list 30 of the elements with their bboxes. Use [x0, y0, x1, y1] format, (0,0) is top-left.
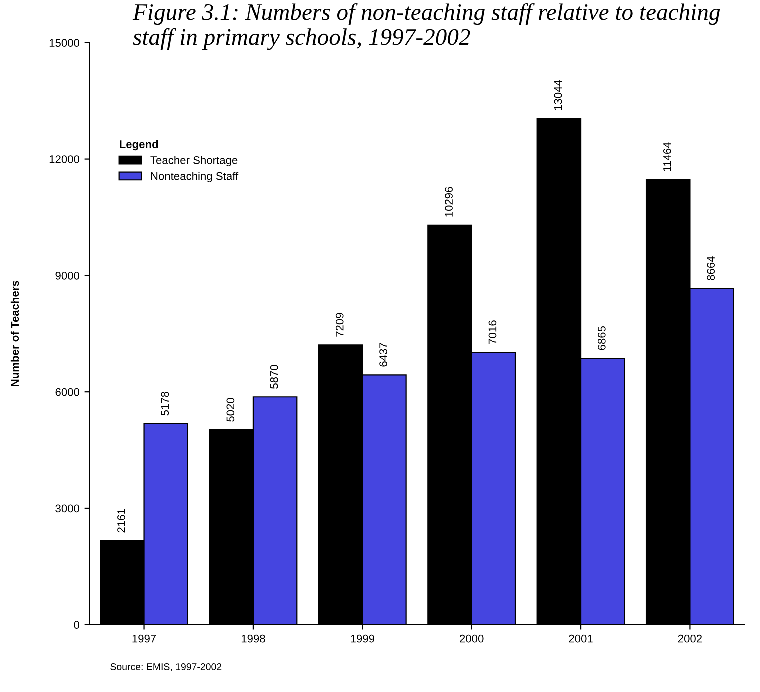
y-tick-label: 15000	[50, 39, 80, 48]
x-tick-label: 2001	[569, 634, 593, 643]
data-label: 10296	[445, 187, 453, 217]
data-label: 5020	[226, 398, 235, 422]
data-label: 11464	[663, 142, 672, 172]
y-axis-title: Number of Teachers	[10, 281, 20, 386]
y-tick-label: 12000	[50, 156, 80, 164]
data-label: 7209	[336, 313, 344, 337]
data-label: 5178	[161, 392, 170, 416]
legend-title: Legend	[120, 140, 158, 151]
x-tick-label: 1999	[351, 634, 374, 643]
chart-title: Figure 3.1: Numbers of non-teaching staff relative to teaching staff in primary schools, 1997-2002	[132, 3, 720, 50]
data-label: 6437	[380, 343, 388, 367]
y-tick-label: 0	[74, 621, 80, 630]
data-label: 13044	[554, 80, 562, 110]
x-tick-label: 1997	[132, 634, 156, 643]
legend-label: Nonteaching Staff	[151, 172, 239, 182]
legend-label: Teacher Shortage	[150, 156, 238, 167]
data-label: 8664	[707, 256, 716, 280]
data-label: 6865	[598, 326, 606, 350]
data-label: 2161	[118, 509, 126, 533]
data-label: 7016	[488, 320, 497, 344]
source-note: Source: EMIS, 1997-2002	[110, 664, 222, 672]
y-tick-label: 3000	[56, 504, 80, 513]
x-tick-label: 1998	[242, 634, 266, 643]
y-tick-label: 9000	[56, 272, 80, 280]
data-label: 5870	[270, 365, 278, 389]
y-tick-label: 6000	[56, 388, 80, 396]
x-tick-label: 2000	[460, 634, 484, 643]
x-tick-label: 2002	[678, 634, 702, 643]
